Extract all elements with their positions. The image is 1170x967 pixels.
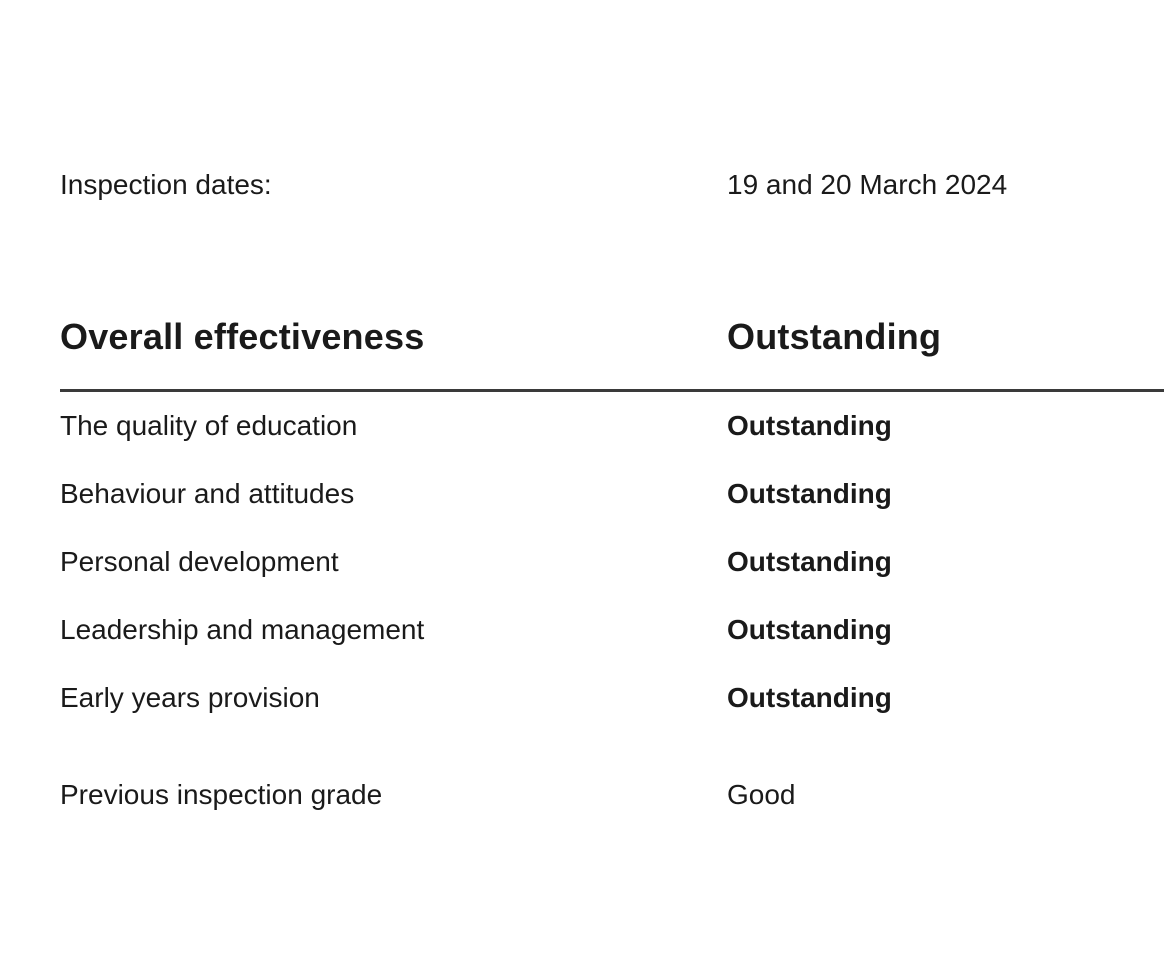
inspection-dates-value: 19 and 20 March 2024 bbox=[727, 169, 1008, 200]
rating-label: Personal development bbox=[60, 546, 339, 577]
header-divider bbox=[60, 389, 1164, 392]
overall-effectiveness-value: Outstanding bbox=[727, 316, 942, 357]
rating-value: Outstanding bbox=[727, 478, 892, 509]
rating-label: Leadership and management bbox=[60, 614, 425, 645]
rating-row-personal-development: Personal development Outstanding bbox=[60, 545, 1164, 579]
previous-inspection-grade-row: Previous inspection grade Good bbox=[60, 778, 1164, 812]
inspection-dates-row: Inspection dates: 19 and 20 March 2024 bbox=[60, 168, 1164, 202]
rating-row-behaviour-and-attitudes: Behaviour and attitudes Outstanding bbox=[60, 477, 1164, 511]
rating-label: Early years provision bbox=[60, 682, 320, 713]
overall-effectiveness-label: Overall effectiveness bbox=[60, 316, 425, 357]
report-content: Inspection dates: 19 and 20 March 2024 O… bbox=[60, 0, 1164, 812]
rating-value: Outstanding bbox=[727, 546, 892, 577]
rating-label: Behaviour and attitudes bbox=[60, 478, 355, 509]
rating-row-quality-of-education: The quality of education Outstanding bbox=[60, 409, 1164, 443]
overall-effectiveness-header-row: Overall effectiveness Outstanding bbox=[60, 314, 1164, 360]
rating-value: Outstanding bbox=[727, 682, 892, 713]
rating-value: Outstanding bbox=[727, 614, 892, 645]
previous-inspection-grade-label: Previous inspection grade bbox=[60, 779, 383, 810]
rating-row-leadership-and-management: Leadership and management Outstanding bbox=[60, 613, 1164, 647]
inspection-dates-label: Inspection dates: bbox=[60, 169, 272, 200]
rating-label: The quality of education bbox=[60, 410, 358, 441]
rating-row-early-years-provision: Early years provision Outstanding bbox=[60, 681, 1164, 715]
previous-inspection-grade-value: Good bbox=[727, 779, 796, 810]
rating-value: Outstanding bbox=[727, 410, 892, 441]
